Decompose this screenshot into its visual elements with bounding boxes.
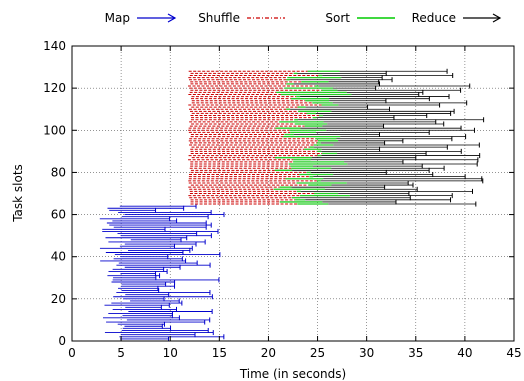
x-tick-label: 35 [408, 346, 423, 360]
y-tick-label: 80 [51, 165, 66, 179]
x-tick-label: 10 [163, 346, 178, 360]
x-tick-label: 25 [310, 346, 325, 360]
legend-label-sort: Sort [325, 11, 350, 25]
x-tick-label: 30 [359, 346, 374, 360]
legend-label-map: Map [105, 11, 130, 25]
x-tick-label: 0 [68, 346, 76, 360]
y-tick-label: 20 [51, 292, 66, 306]
legend-sort: Sort [325, 11, 395, 25]
x-tick-label: 15 [212, 346, 227, 360]
legend-label-reduce: Reduce [412, 11, 456, 25]
axes: 0 5 10 15 20 25 30 35 40 45 0 20 40 60 80 100 120 140 [43, 39, 522, 360]
y-axis-label: Task slots [11, 164, 25, 223]
legend: Map Shuffle Sort Reduce [105, 11, 502, 25]
x-axis-label: Time (in seconds) [239, 367, 346, 381]
legend-shuffle: Shuffle [198, 11, 285, 25]
y-tick-label: 100 [43, 123, 66, 137]
x-tick-label: 5 [117, 346, 125, 360]
y-tick-label: 60 [51, 208, 66, 222]
x-tick-label: 20 [261, 346, 276, 360]
x-tick-label: 45 [506, 346, 521, 360]
legend-map-arrowhead [167, 13, 177, 23]
task-bars [99, 68, 485, 342]
plot-frame [71, 45, 515, 342]
legend-reduce-arrowhead [492, 13, 502, 23]
y-tick-label: 40 [51, 250, 66, 264]
y-tick-label: 140 [43, 39, 66, 53]
y-tick-label: 120 [43, 81, 66, 95]
legend-reduce: Reduce [412, 11, 502, 25]
x-tick-label: 40 [457, 346, 472, 360]
y-tick-label: 0 [58, 334, 66, 348]
legend-label-shuffle: Shuffle [198, 11, 240, 25]
legend-map: Map [105, 11, 177, 25]
